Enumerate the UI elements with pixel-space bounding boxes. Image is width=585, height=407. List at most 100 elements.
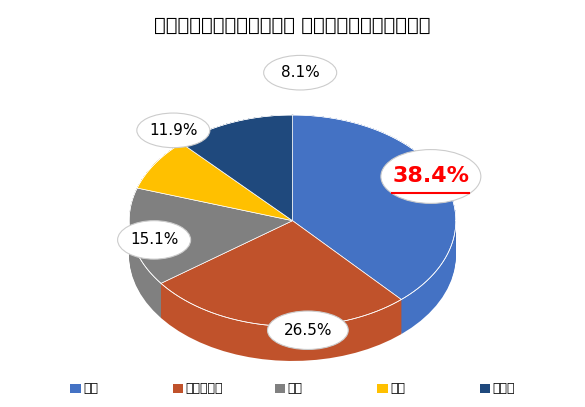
Polygon shape	[181, 115, 292, 147]
Polygon shape	[161, 283, 401, 354]
Polygon shape	[181, 115, 292, 150]
Polygon shape	[137, 143, 181, 208]
Polygon shape	[292, 115, 456, 327]
Polygon shape	[181, 115, 292, 167]
Polygon shape	[129, 188, 161, 290]
Polygon shape	[161, 283, 401, 346]
Polygon shape	[137, 143, 181, 219]
Polygon shape	[181, 115, 292, 153]
Polygon shape	[292, 115, 456, 313]
Polygon shape	[161, 283, 401, 331]
Polygon shape	[292, 115, 456, 333]
Polygon shape	[161, 283, 401, 347]
Polygon shape	[137, 143, 181, 199]
Polygon shape	[129, 188, 161, 297]
Polygon shape	[137, 143, 181, 209]
Text: （なかなか聞けないけど） 親から話して欲しいこと: （なかなか聞けないけど） 親から話して欲しいこと	[154, 16, 431, 35]
Polygon shape	[181, 115, 292, 163]
Polygon shape	[137, 143, 181, 221]
Polygon shape	[161, 283, 401, 328]
Polygon shape	[129, 188, 161, 317]
Polygon shape	[129, 188, 161, 291]
Polygon shape	[129, 188, 161, 296]
Polygon shape	[137, 143, 181, 216]
Polygon shape	[161, 283, 401, 337]
Polygon shape	[292, 115, 456, 302]
Polygon shape	[137, 143, 181, 211]
Polygon shape	[129, 188, 161, 313]
Polygon shape	[129, 188, 161, 315]
Polygon shape	[161, 283, 401, 350]
Polygon shape	[181, 115, 292, 156]
Polygon shape	[292, 115, 456, 318]
Text: 相続: 相続	[83, 382, 98, 395]
Polygon shape	[161, 283, 401, 330]
Polygon shape	[129, 188, 161, 287]
Polygon shape	[137, 143, 181, 202]
Polygon shape	[161, 283, 401, 329]
Polygon shape	[292, 115, 456, 304]
Polygon shape	[129, 188, 161, 293]
Polygon shape	[137, 143, 181, 195]
Polygon shape	[181, 115, 292, 168]
Polygon shape	[292, 115, 456, 305]
Polygon shape	[129, 188, 161, 301]
Polygon shape	[181, 115, 292, 174]
Polygon shape	[129, 188, 161, 289]
Polygon shape	[137, 143, 181, 205]
Polygon shape	[292, 115, 456, 317]
Ellipse shape	[264, 55, 337, 90]
Polygon shape	[292, 115, 456, 328]
Polygon shape	[181, 115, 292, 170]
Polygon shape	[137, 143, 181, 223]
Polygon shape	[181, 115, 292, 177]
Polygon shape	[181, 115, 292, 162]
Polygon shape	[137, 143, 181, 194]
Polygon shape	[161, 283, 401, 352]
Polygon shape	[129, 188, 161, 300]
Polygon shape	[129, 188, 161, 286]
Polygon shape	[161, 283, 401, 340]
Polygon shape	[137, 143, 181, 193]
Polygon shape	[137, 143, 181, 201]
Ellipse shape	[267, 311, 348, 350]
Polygon shape	[161, 283, 401, 357]
Polygon shape	[181, 115, 292, 172]
Polygon shape	[292, 115, 456, 325]
Polygon shape	[161, 283, 401, 336]
Polygon shape	[137, 143, 181, 220]
Polygon shape	[137, 143, 181, 210]
Polygon shape	[137, 143, 292, 221]
Polygon shape	[161, 283, 401, 335]
Polygon shape	[129, 188, 161, 308]
Text: 8.1%: 8.1%	[281, 65, 319, 80]
Polygon shape	[292, 115, 456, 323]
Polygon shape	[181, 115, 292, 221]
Polygon shape	[292, 115, 456, 330]
Polygon shape	[161, 283, 401, 361]
Polygon shape	[161, 283, 401, 350]
Polygon shape	[129, 188, 161, 311]
Polygon shape	[161, 283, 401, 339]
Polygon shape	[292, 115, 456, 308]
Polygon shape	[181, 115, 292, 152]
Polygon shape	[292, 115, 456, 310]
Polygon shape	[292, 115, 456, 326]
Polygon shape	[181, 115, 292, 178]
Polygon shape	[129, 188, 161, 302]
Polygon shape	[137, 143, 181, 196]
Polygon shape	[129, 188, 161, 303]
Ellipse shape	[381, 149, 481, 204]
Polygon shape	[292, 115, 456, 303]
Polygon shape	[129, 188, 161, 288]
Polygon shape	[181, 115, 292, 155]
Polygon shape	[137, 143, 181, 213]
Text: 15.1%: 15.1%	[130, 232, 178, 247]
Polygon shape	[137, 143, 181, 204]
Text: 26.5%: 26.5%	[284, 323, 332, 338]
Polygon shape	[137, 143, 181, 203]
Polygon shape	[161, 283, 401, 333]
Polygon shape	[137, 143, 181, 198]
Polygon shape	[181, 115, 292, 157]
Polygon shape	[129, 188, 161, 304]
